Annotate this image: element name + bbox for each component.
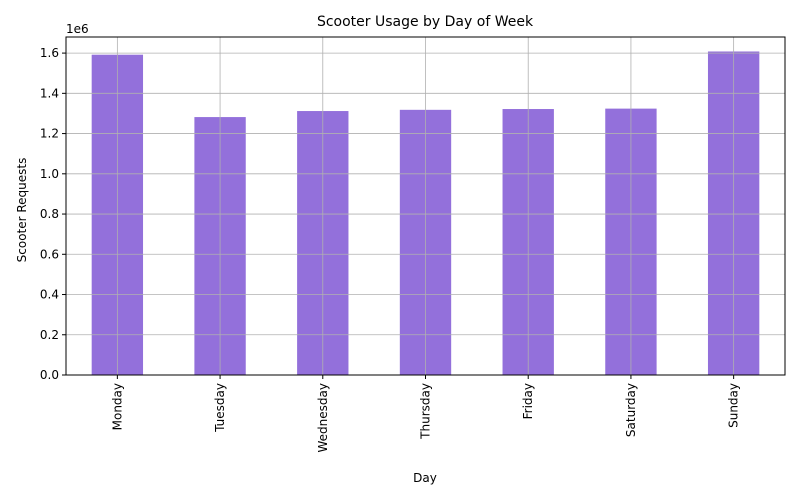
y-tick-label: 0.0: [40, 368, 59, 382]
x-tick-label: Monday: [110, 383, 124, 430]
x-tick-label: Friday: [521, 383, 535, 419]
chart-title: Scooter Usage by Day of Week: [317, 14, 534, 30]
y-axis-offset-label: 1e6: [66, 22, 89, 36]
x-axis-ticks: Monday Tuesday Wednesday Thursday Friday Satu…: [110, 375, 741, 452]
x-tick-label: Saturday: [624, 383, 638, 437]
y-tick-label: 1.0: [40, 167, 59, 181]
plot-area: 0.0 0.2 0.4 0.6 0.8 1.0 1.2 1.4 1.6 Monday Tuesda…: [40, 36, 786, 452]
y-axis-ticks: 0.0 0.2 0.4 0.6 0.8 1.0 1.2 1.4 1.6: [40, 46, 66, 382]
x-tick-label: Sunday: [727, 383, 741, 428]
y-axis-label: Scooter Requests: [15, 158, 29, 263]
x-tick-label: Wednesday: [316, 383, 330, 452]
y-tick-label: 0.4: [40, 288, 59, 302]
y-tick-label: 0.2: [40, 328, 59, 342]
y-tick-label: 0.8: [40, 207, 59, 221]
y-tick-label: 1.2: [40, 127, 59, 141]
y-tick-label: 1.4: [40, 86, 59, 100]
x-axis-label: Day: [413, 471, 437, 485]
y-tick-label: 1.6: [40, 46, 59, 60]
x-tick-label: Thursday: [419, 383, 433, 440]
y-tick-label: 0.6: [40, 247, 59, 261]
x-tick-label: Tuesday: [213, 383, 227, 433]
bars: [66, 37, 785, 376]
